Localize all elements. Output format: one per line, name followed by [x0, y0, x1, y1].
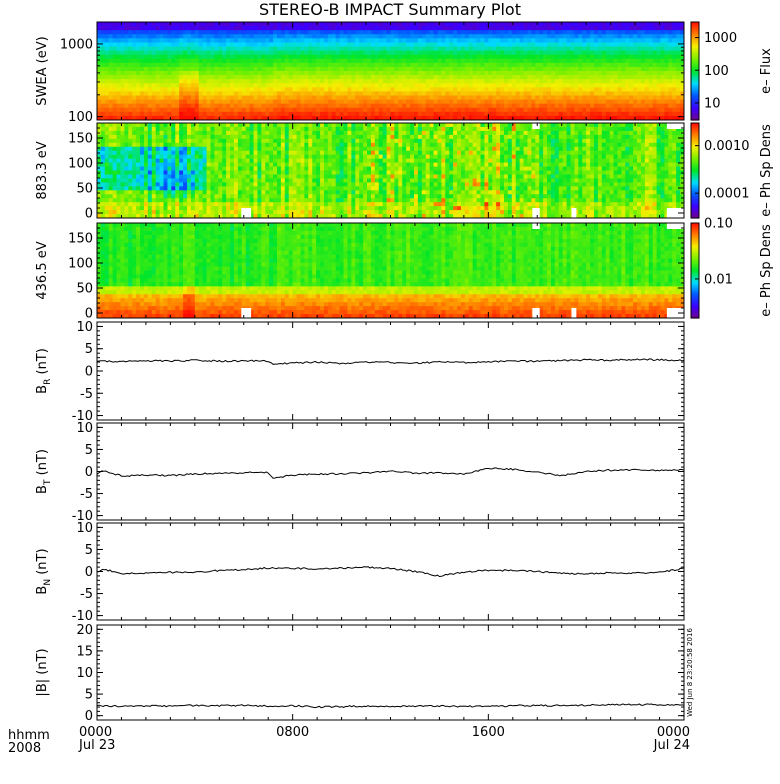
- y-tick-label: 10: [76, 320, 93, 335]
- x-tick-label: 0800: [276, 725, 309, 740]
- data-gap: [571, 308, 576, 318]
- y-axis-label: |B| (nT): [35, 648, 50, 696]
- y-tick-label: 15: [76, 644, 93, 659]
- y-tick-label: 10: [76, 421, 93, 436]
- y-tick-label: 10: [76, 521, 93, 536]
- data-gap: [241, 208, 251, 218]
- y-tick-label: 100: [68, 157, 93, 172]
- spectrogram-0: [97, 22, 685, 121]
- panel-frame: [97, 322, 684, 420]
- y-axis-label: SWEA (eV): [35, 36, 50, 105]
- data-gap: [532, 223, 539, 229]
- y-tick-label: 0: [85, 207, 93, 222]
- y-tick-label: 0: [85, 365, 93, 380]
- colorbar-label: e– Ph Sp Dens: [759, 124, 774, 217]
- spectrogram-1: [97, 123, 685, 219]
- y-tick-label: 1000: [60, 37, 93, 52]
- data-gap: [532, 208, 539, 218]
- line-series-5: [97, 567, 684, 577]
- y-tick-label: 5: [85, 342, 93, 357]
- line-series-6: [97, 704, 684, 708]
- y-axis-label: BR (nT): [35, 348, 53, 394]
- colorbar-tick-label: 10: [704, 96, 721, 111]
- y-tick-label: -5: [80, 587, 93, 602]
- y-tick-label: 5: [85, 443, 93, 458]
- colorbar-tick-label: 0.0010: [704, 139, 750, 154]
- y-tick-label: 5: [85, 688, 93, 703]
- plot-title: STEREO-B IMPACT Summary Plot: [0, 0, 780, 19]
- y-tick-label: 150: [68, 232, 93, 247]
- colorbar-tick-label: 0.01: [704, 272, 733, 287]
- y-axis-label: 436.5 eV: [35, 241, 50, 299]
- y-axis-label: 883.3 eV: [35, 141, 50, 199]
- colorbar-label: e– Ph Sp Dens: [759, 224, 774, 317]
- y-tick-label: 5: [85, 543, 93, 558]
- generation-stamp: Wed Jun 8 23:20:58 2016: [686, 628, 694, 717]
- data-gap: [241, 308, 251, 318]
- y-tick-label: 150: [68, 132, 93, 147]
- y-tick-label: 0: [85, 565, 93, 580]
- series-line: [97, 704, 684, 708]
- y-tick-label: -5: [80, 487, 93, 502]
- data-gap: [532, 308, 539, 318]
- y-tick-label: -5: [80, 387, 93, 402]
- y-tick-label: 0: [85, 465, 93, 480]
- colorbar-tick-label: 0.0001: [704, 187, 750, 202]
- y-tick-label: 20: [76, 623, 93, 638]
- x-date-label: Jul 24: [653, 738, 690, 753]
- colorbar-label: e– Flux: [759, 48, 774, 94]
- data-gap: [571, 208, 576, 218]
- colorbar-tick-label: 100: [704, 64, 729, 79]
- x-date-label: Jul 23: [78, 738, 115, 753]
- y-tick-label: 50: [76, 282, 93, 297]
- colorbar-tick-label: 0.10: [704, 217, 733, 232]
- data-gap: [532, 123, 539, 129]
- spectrogram-2: [97, 223, 685, 319]
- y-tick-label: 0: [85, 709, 93, 724]
- y-tick-label: 10: [76, 666, 93, 681]
- line-series-4: [97, 468, 684, 478]
- y-tick-label: 100: [68, 257, 93, 272]
- y-axis-label: BN (nT): [35, 548, 53, 594]
- x-tick-label: 1600: [472, 725, 505, 740]
- y-tick-label: 50: [76, 182, 93, 197]
- y-tick-label: 100: [68, 110, 93, 125]
- series-line: [97, 468, 684, 478]
- line-series-3: [97, 359, 684, 364]
- year-label: 2008: [8, 742, 41, 755]
- y-axis-label: BT (nT): [35, 449, 53, 494]
- series-line: [97, 359, 684, 364]
- colorbar-tick-label: 1000: [704, 31, 737, 46]
- series-line: [97, 567, 684, 577]
